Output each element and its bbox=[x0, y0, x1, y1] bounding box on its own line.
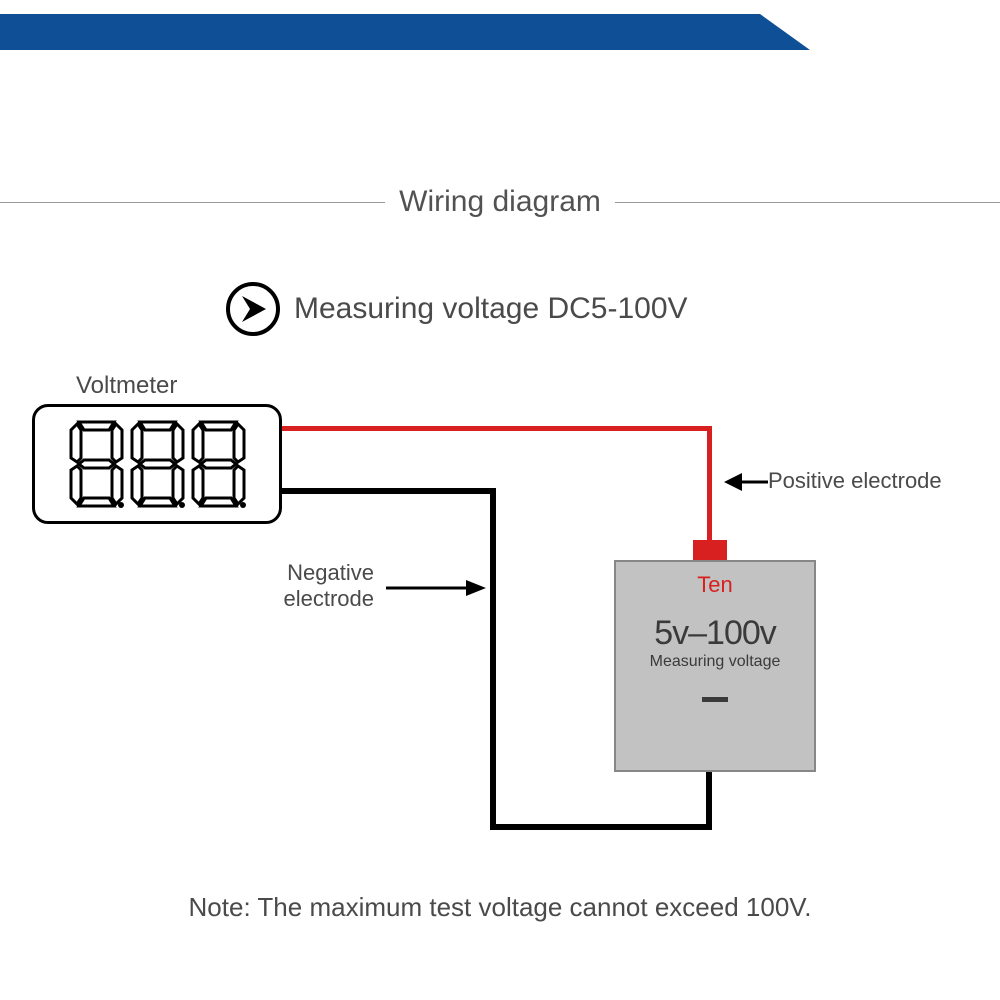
seven-segment-digit bbox=[191, 420, 246, 508]
device-ten-label: Ten bbox=[616, 572, 814, 598]
positive-wire bbox=[707, 426, 712, 542]
negative-wire bbox=[490, 824, 712, 830]
positive-electrode-label: Positive electrode bbox=[768, 468, 942, 494]
seven-segment-digit bbox=[130, 420, 185, 508]
positive-terminal bbox=[693, 540, 727, 562]
device-sub: Measuring voltage bbox=[616, 653, 814, 671]
negative-electrode-label: Negative electrode bbox=[264, 560, 374, 613]
section-title-row: Wiring diagram bbox=[0, 182, 1000, 222]
divider-line-right bbox=[615, 202, 1000, 203]
negative-wire bbox=[706, 770, 712, 830]
heading-row: Measuring voltage DC5-100V bbox=[226, 282, 688, 336]
device-range: 5v–100v bbox=[616, 614, 814, 653]
arrow-right-icon bbox=[386, 576, 486, 600]
heading-text: Measuring voltage DC5-100V bbox=[294, 292, 688, 326]
voltmeter-label: Voltmeter bbox=[76, 372, 177, 400]
divider-line-left bbox=[0, 202, 385, 203]
seven-segment-digit bbox=[69, 420, 124, 508]
note-text: Note: The maximum test voltage cannot ex… bbox=[0, 892, 1000, 923]
power-source-box: Ten 5v–100v Measuring voltage bbox=[614, 560, 816, 772]
arrow-left-icon bbox=[724, 470, 768, 494]
minus-icon bbox=[702, 697, 728, 702]
section-title: Wiring diagram bbox=[385, 185, 615, 219]
play-icon bbox=[226, 282, 280, 336]
negative-wire bbox=[282, 488, 496, 494]
negative-wire bbox=[490, 488, 496, 830]
voltmeter bbox=[32, 404, 282, 524]
positive-wire bbox=[282, 426, 712, 431]
top-banner bbox=[0, 14, 760, 50]
